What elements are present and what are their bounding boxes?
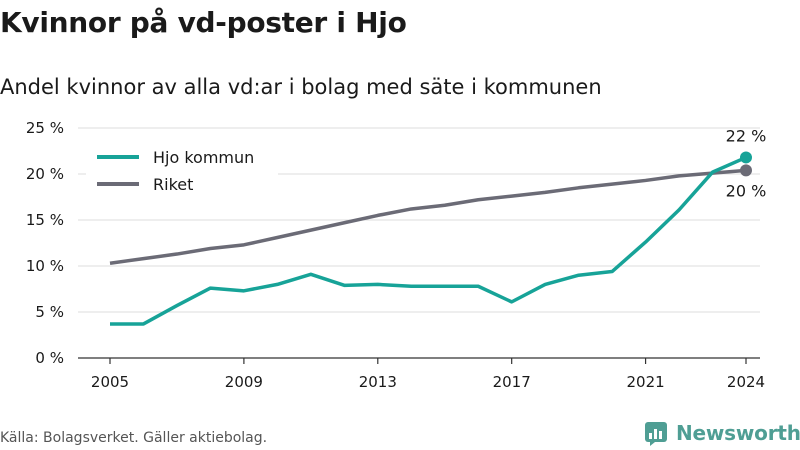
y-tick-label: 25 % — [26, 119, 64, 137]
y-tick-label: 20 % — [26, 165, 64, 183]
y-tick-label: 10 % — [26, 257, 64, 275]
x-tick-label: 2013 — [359, 373, 397, 391]
end-label-hjo: 22 % — [726, 126, 767, 145]
source-note: Källa: Bolagsverket. Gäller aktiebolag. — [0, 430, 268, 446]
x-tick-label: 2017 — [493, 373, 531, 391]
x-tick-label: 2009 — [225, 373, 263, 391]
series-line-riket — [109, 168, 747, 265]
legend-label-riket: Riket — [153, 175, 193, 194]
y-tick-label: 5 % — [35, 303, 64, 321]
end-label-riket: 20 % — [726, 181, 767, 200]
x-tick-label: 2021 — [626, 373, 664, 391]
x-tick-label: 2024 — [727, 373, 765, 391]
y-tick-label: 15 % — [26, 211, 64, 229]
legend-label-hjo: Hjo kommun — [153, 148, 254, 167]
end-point-hjo — [740, 151, 752, 164]
legend-background — [86, 140, 278, 198]
chart-title: Kvinnor på vd-poster i Hjo — [0, 6, 407, 39]
y-tick-label: 0 % — [35, 349, 64, 367]
newsworthy-logo-icon — [645, 422, 667, 446]
brand-name: Newsworthy — [676, 421, 800, 445]
x-tick-label: 2005 — [91, 373, 129, 391]
end-point-riket — [740, 164, 752, 177]
series-line-hjo — [110, 155, 747, 326]
brand-logo: Newsworthy — [644, 420, 800, 446]
chart-subtitle: Andel kvinnor av alla vd:ar i bolag med … — [0, 75, 602, 99]
